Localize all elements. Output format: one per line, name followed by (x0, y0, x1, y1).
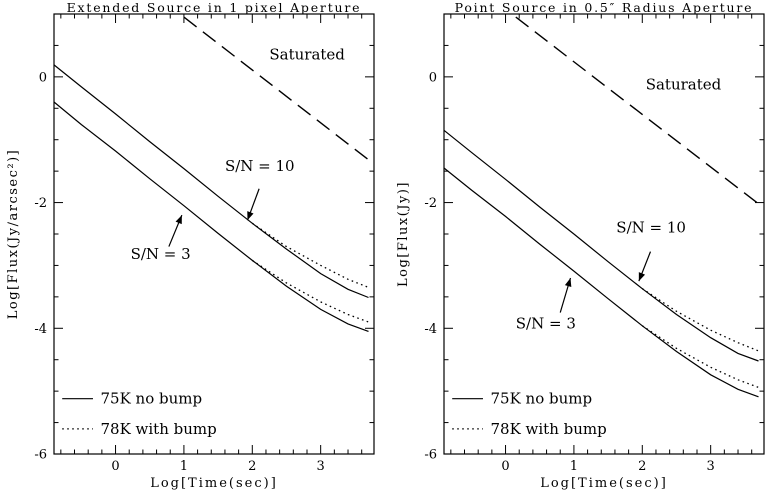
series-solid-line (53, 101, 369, 332)
x-axis-label: Log[Time(sec)] (150, 476, 278, 491)
panel-point-source: 0 1 2 3 0 -2 -4 -6 Saturated S/N = 10 S/N = 3 75K n… (390, 0, 780, 492)
y-tick-label: -2 (424, 196, 437, 211)
x-tick-label: 0 (111, 459, 119, 474)
series-dotted-line (251, 259, 369, 323)
chart-title: Extended Source in 1 pixel Aperture (66, 0, 362, 15)
annotation-label: S/N = 10 (616, 219, 686, 237)
y-tick-label: -6 (34, 448, 47, 463)
annotation-label: Saturated (646, 75, 722, 93)
annotation-arrowhead (564, 278, 572, 287)
legend-label: 78K with bump (100, 420, 216, 438)
y-tick-label: 0 (39, 70, 47, 85)
y-tick-label: -4 (424, 322, 437, 337)
x-tick-label: 1 (570, 459, 578, 474)
y-tick-label: -4 (34, 322, 47, 337)
legend-label: 75K no bump (490, 390, 592, 408)
y-axis-label: Log[Flux(Jy)] (396, 181, 411, 288)
legend-label: 78K with bump (490, 420, 606, 438)
annotation-label: S/N = 3 (516, 314, 576, 332)
series-solid-line (53, 64, 369, 299)
series-dotted-line (251, 222, 369, 289)
y-tick-label: -6 (424, 448, 437, 463)
annotation-label: S/N = 10 (225, 157, 295, 175)
annotation-label: Saturated (269, 45, 345, 63)
x-tick-label: 3 (317, 459, 325, 474)
annotation-arrowhead (175, 215, 182, 225)
annotation-label: S/N = 3 (131, 245, 191, 263)
x-tick-label: 0 (501, 459, 509, 474)
legend-label: 75K no bump (100, 390, 202, 408)
y-tick-label: -2 (34, 196, 47, 211)
x-tick-label: 2 (638, 459, 646, 474)
panel-extended-source: 0 1 2 3 0 -2 -4 -6 Saturated S/N = 10 S/N = 3 75K n… (6, 0, 375, 491)
plot-extended-source: 0 1 2 3 0 -2 -4 -6 Saturated S/N = 10 S/N = 3 75K n… (34, 13, 375, 474)
series-solid-line (443, 129, 759, 362)
series-dashed-line (183, 16, 369, 161)
x-axis-label: Log[Time(sec)] (540, 476, 668, 491)
chart-title: Point Source in 0.5″ Radius Aperture (454, 0, 754, 15)
plot-point-source: 0 1 2 3 0 -2 -4 -6 Saturated S/N = 10 S/N = 3 75K n… (424, 13, 765, 474)
y-tick-label: 0 (429, 70, 437, 85)
series-solid-line (443, 167, 759, 398)
series-dashed-line (515, 16, 759, 205)
x-tick-label: 1 (180, 459, 188, 474)
series-dotted-line (641, 288, 759, 352)
annotation-arrowhead (638, 272, 646, 282)
x-tick-label: 3 (707, 459, 715, 474)
series-dotted-line (641, 325, 759, 389)
annotation-arrowhead (247, 211, 254, 221)
x-tick-label: 2 (248, 459, 256, 474)
plot-border (53, 13, 375, 455)
y-axis-label: Log[Flux(Jy/arcsec²)] (6, 148, 21, 320)
